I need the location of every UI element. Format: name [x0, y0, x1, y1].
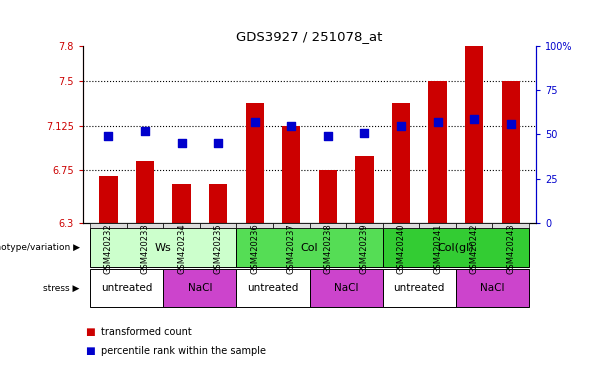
Bar — [383, 269, 456, 307]
Text: GSM420241: GSM420241 — [433, 223, 442, 273]
Bar — [319, 170, 337, 223]
Point — [360, 129, 370, 136]
Text: GSM420242: GSM420242 — [470, 223, 479, 273]
Text: GSM420234: GSM420234 — [177, 223, 186, 274]
Text: NaCl: NaCl — [188, 283, 212, 293]
Text: NaCl: NaCl — [334, 283, 359, 293]
Bar — [90, 223, 127, 228]
Text: GSM420237: GSM420237 — [287, 223, 296, 274]
Text: Col(gl): Col(gl) — [438, 243, 474, 253]
Point — [323, 133, 333, 139]
Text: GSM420235: GSM420235 — [213, 223, 223, 274]
Text: untreated: untreated — [247, 283, 299, 293]
Bar — [356, 156, 373, 223]
Text: stress ▶: stress ▶ — [44, 283, 80, 293]
Bar — [310, 269, 383, 307]
Bar — [90, 228, 237, 267]
Bar — [392, 103, 410, 223]
Text: GSM420233: GSM420233 — [140, 223, 150, 274]
Text: Col: Col — [301, 243, 318, 253]
Bar — [237, 228, 383, 267]
Point — [249, 119, 259, 125]
Bar — [209, 184, 227, 223]
Text: transformed count: transformed count — [101, 327, 192, 337]
Point — [213, 140, 223, 146]
Text: ■: ■ — [86, 327, 99, 337]
Bar — [200, 223, 237, 228]
Text: ■: ■ — [86, 346, 99, 356]
Bar — [465, 46, 483, 223]
Bar — [428, 81, 447, 223]
Bar — [99, 175, 118, 223]
Point — [506, 121, 516, 127]
Bar — [282, 126, 300, 223]
Point — [433, 119, 443, 125]
Text: GSM420238: GSM420238 — [323, 223, 332, 274]
Bar — [501, 81, 520, 223]
Point — [396, 122, 406, 129]
Bar — [127, 223, 163, 228]
Bar — [346, 223, 383, 228]
Bar — [383, 223, 419, 228]
Bar — [136, 162, 154, 223]
Point — [286, 122, 296, 129]
Text: genotype/variation ▶: genotype/variation ▶ — [0, 243, 80, 252]
Bar — [163, 223, 200, 228]
Text: GSM420240: GSM420240 — [397, 223, 406, 273]
Text: GSM420236: GSM420236 — [250, 223, 259, 274]
Bar — [90, 269, 163, 307]
Point — [177, 140, 186, 146]
Text: GSM420243: GSM420243 — [506, 223, 516, 274]
Point — [104, 133, 113, 139]
Bar — [310, 223, 346, 228]
Title: GDS3927 / 251078_at: GDS3927 / 251078_at — [237, 30, 383, 43]
Text: GSM420232: GSM420232 — [104, 223, 113, 274]
Bar — [237, 269, 310, 307]
Bar — [492, 223, 529, 228]
Text: GSM420239: GSM420239 — [360, 223, 369, 274]
Text: NaCl: NaCl — [480, 283, 504, 293]
Bar — [419, 223, 456, 228]
Bar — [456, 223, 492, 228]
Text: untreated: untreated — [394, 283, 445, 293]
Point — [140, 128, 150, 134]
Bar — [383, 228, 529, 267]
Point — [470, 116, 479, 122]
Bar — [237, 223, 273, 228]
Bar — [246, 103, 264, 223]
Bar — [273, 223, 310, 228]
Text: Ws: Ws — [155, 243, 172, 253]
Text: percentile rank within the sample: percentile rank within the sample — [101, 346, 266, 356]
Bar — [172, 184, 191, 223]
Bar — [456, 269, 529, 307]
Text: untreated: untreated — [101, 283, 153, 293]
Bar — [163, 269, 237, 307]
